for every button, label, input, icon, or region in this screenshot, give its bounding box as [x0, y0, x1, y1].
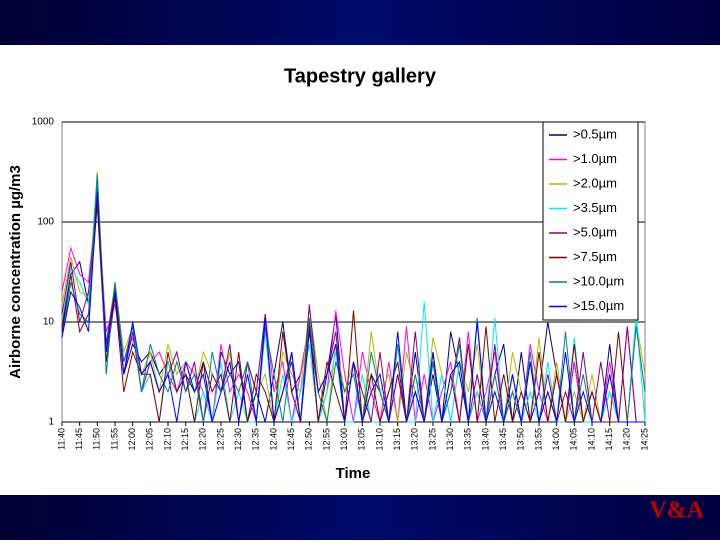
x-tick-label: 14:15 — [604, 428, 614, 451]
top-band — [0, 0, 720, 45]
x-tick-label: 12:15 — [180, 428, 190, 451]
x-tick-label: 14:10 — [586, 428, 596, 451]
x-tick-label: 12:05 — [145, 428, 155, 451]
legend-label: >1.0µm — [573, 151, 617, 166]
legend-label: >7.5µm — [573, 249, 617, 264]
x-tick-label: 11:45 — [74, 428, 84, 450]
x-tick-label: 12:00 — [127, 428, 137, 451]
legend-label: >15.0µm — [573, 298, 624, 313]
x-tick-label: 13:10 — [374, 428, 384, 451]
x-tick-label: 13:55 — [533, 428, 543, 451]
legend-label: >10.0µm — [573, 273, 624, 288]
legend-label: >5.0µm — [573, 224, 617, 239]
y-axis-label: Airborne concentration µg/m3 — [7, 165, 24, 379]
x-tick-label: 13:40 — [480, 428, 490, 451]
x-tick-label: 13:00 — [339, 428, 349, 451]
legend-label: >0.5µm — [573, 126, 617, 141]
x-tick-label: 12:20 — [198, 428, 208, 451]
x-tick-label: 11:50 — [92, 428, 102, 450]
x-tick-label: 13:20 — [410, 428, 420, 451]
x-tick-label: 12:10 — [162, 428, 172, 451]
chart-title: Tapestry gallery — [284, 65, 437, 87]
x-tick-label: 12:35 — [251, 428, 261, 451]
x-tick-label: 12:50 — [304, 428, 314, 451]
x-tick-label: 13:50 — [516, 428, 526, 451]
x-tick-label: 12:30 — [233, 428, 243, 451]
legend-label: >2.0µm — [573, 175, 617, 190]
x-tick-label: 13:35 — [463, 428, 473, 451]
plot-area: 1 10 100 1000 11:40 11:45 11:50 11:55 12:00 12:05… — [32, 117, 650, 451]
y-tick-label: 1000 — [32, 117, 55, 128]
x-tick-label: 11:55 — [109, 428, 119, 450]
x-tick-label: 12:45 — [286, 428, 296, 451]
logo: V&A — [649, 498, 704, 524]
series-line — [61, 204, 645, 423]
series-line — [61, 191, 645, 423]
x-tick-label: 13:05 — [357, 428, 367, 451]
x-tick-label: 11:40 — [56, 428, 66, 450]
x-tick-label: 12:25 — [215, 428, 225, 451]
y-tick-label: 10 — [43, 317, 55, 328]
legend-label: >3.5µm — [573, 200, 617, 215]
x-tick-label: 13:45 — [498, 428, 508, 451]
x-tick-label: 12:55 — [321, 428, 331, 451]
legend-box — [542, 121, 639, 321]
x-tick-label: 14:25 — [639, 428, 649, 451]
bottom-band — [0, 495, 720, 540]
x-tick-label: 14:05 — [569, 428, 579, 451]
x-tick-label: 14:00 — [551, 428, 561, 451]
x-tick-label: 13:15 — [392, 428, 402, 451]
x-tick-label: 13:25 — [427, 428, 437, 451]
y-tick-label: 1 — [48, 417, 54, 428]
x-tick-label: 12:40 — [268, 428, 278, 451]
x-tick-label: 13:30 — [445, 428, 455, 451]
x-axis-label: Time — [336, 465, 371, 482]
x-tick-label: 14:20 — [622, 428, 632, 451]
y-tick-label: 100 — [37, 217, 54, 228]
